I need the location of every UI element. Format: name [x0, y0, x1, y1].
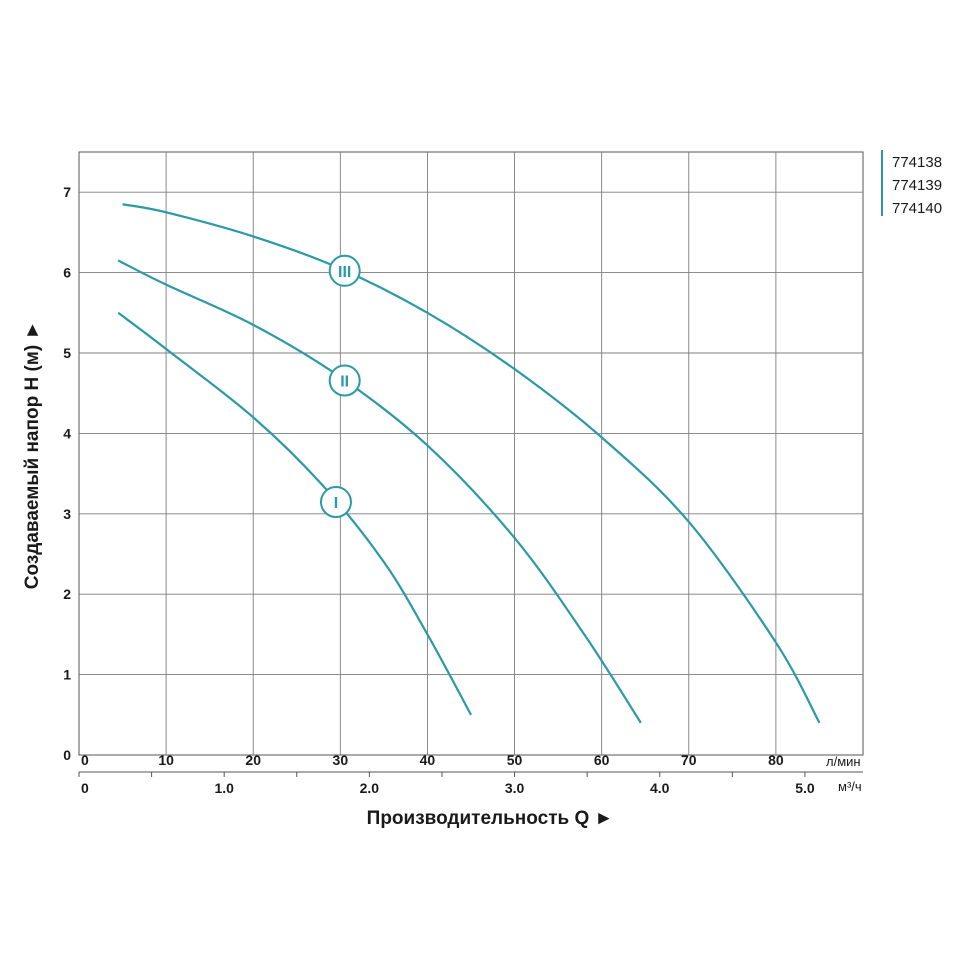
y-tick-label: 4 [63, 425, 71, 441]
grid [78, 151, 864, 756]
x-tick-label: 40 [420, 752, 436, 768]
x-tick-label: 30 [333, 752, 349, 768]
curve-label-ii: II [328, 364, 361, 397]
y-axis-title: Создаваемый напор H (м) ► [22, 321, 43, 590]
y-tick-label: 3 [63, 506, 71, 522]
x2-tick-label: 4.0 [650, 780, 670, 796]
x-tick-label: 20 [245, 752, 261, 768]
curves [117, 203, 821, 724]
plot-frame [78, 151, 864, 756]
x-tick-label: 0 [81, 752, 89, 768]
x2-tick-label: 3.0 [505, 780, 525, 796]
x-axis-ticks: 0 10 20 30 40 50 60 70 80 [81, 752, 784, 768]
y-tick-label: 6 [63, 265, 71, 281]
x-axis-unit-bottom: м³/ч [838, 779, 862, 794]
legend-model-number: 774140 [892, 200, 942, 217]
x2-tick-label: 5.0 [795, 780, 815, 796]
y-tick-label: 1 [63, 667, 71, 683]
x-tick-label: 50 [507, 752, 523, 768]
curve-label-iii: III [328, 254, 361, 287]
x-tick-label: 10 [158, 752, 174, 768]
curve-label-text: I [334, 495, 338, 512]
curve-iii [122, 203, 821, 724]
curve-label-text: III [338, 264, 351, 281]
curve-ii [117, 259, 642, 724]
y-tick-label: 5 [63, 345, 71, 361]
legend-model-number: 774139 [892, 177, 942, 194]
legend: 774138 774139 774140 [881, 150, 942, 217]
y-axis-ticks: 0 1 2 3 4 5 6 7 [63, 184, 71, 763]
x-tick-label: 60 [594, 752, 610, 768]
curve-label-i: I [319, 486, 352, 519]
x2-tick-label: 0 [81, 780, 89, 796]
x-tick-label: 80 [768, 752, 784, 768]
x-axis-title: Производительность Q ► [367, 808, 614, 829]
curve-i [117, 311, 472, 716]
x2-axis-ticks: 0 1.0 2.0 3.0 4.0 5.0 [78, 771, 863, 796]
x2-tick-label: 1.0 [214, 780, 234, 796]
curve-label-text: II [340, 374, 349, 391]
x2-tick-label: 2.0 [360, 780, 380, 796]
curve-label-circle [328, 364, 361, 397]
legend-model-number: 774138 [892, 154, 942, 171]
curve-label-circle [328, 254, 361, 287]
x-tick-label: 70 [681, 752, 697, 768]
y-tick-label: 2 [63, 586, 71, 602]
x-axis-unit-top: л/мин [826, 754, 861, 769]
curve-label-circle [319, 486, 352, 519]
y-tick-label: 7 [63, 184, 71, 200]
y-tick-label: 0 [63, 747, 71, 763]
